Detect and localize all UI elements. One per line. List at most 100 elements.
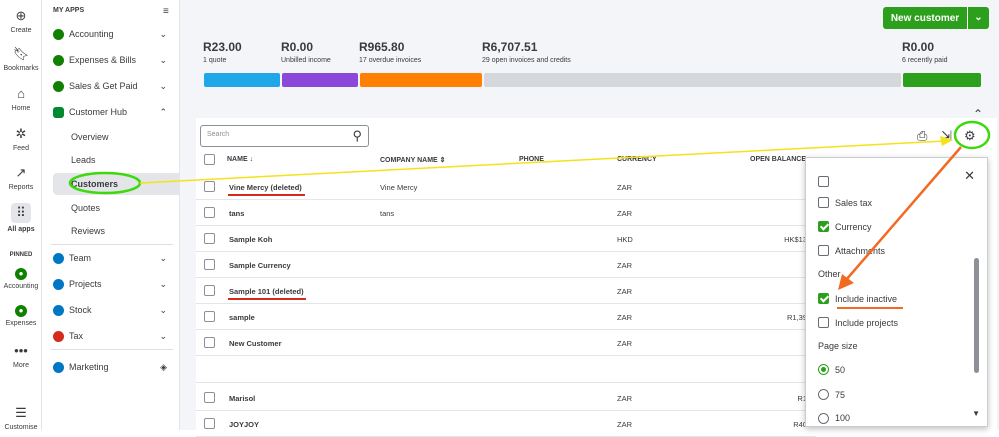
customer-name[interactable]: Marisol: [229, 394, 256, 403]
nav-accounting[interactable]: Accounting ⌄: [43, 23, 179, 45]
nav-expenses[interactable]: Expenses & Bills ⌄: [43, 49, 179, 71]
customer-name[interactable]: tans: [229, 209, 245, 218]
customer-name[interactable]: New Customer: [229, 339, 282, 348]
nav-sub-reviews[interactable]: Reviews: [71, 226, 106, 236]
rail-reports[interactable]: ↗ Reports: [8, 165, 34, 191]
table-row[interactable]: Sample 101 (deleted) ZAR: [196, 278, 816, 304]
row-checkbox[interactable]: [204, 181, 215, 192]
nav-tax[interactable]: Tax ⌄: [43, 325, 179, 347]
print-icon[interactable]: ⎙: [917, 128, 928, 143]
customer-name[interactable]: Vine Mercy (deleted): [229, 183, 302, 192]
customer-name[interactable]: sample: [229, 313, 255, 322]
stat-paid[interactable]: R0.00 6 recently paid: [902, 40, 948, 64]
option-include-inactive[interactable]: Include inactive: [818, 293, 897, 304]
search-input[interactable]: Search ⚲: [200, 125, 369, 147]
rail-home[interactable]: ⌂ Home: [11, 86, 31, 112]
chevron-down-icon[interactable]: ⌄: [967, 7, 989, 29]
table-row[interactable]: Sample Currency ZAR: [196, 252, 816, 278]
row-checkbox[interactable]: [204, 392, 215, 403]
nav-sub-quotes[interactable]: Quotes: [71, 203, 101, 213]
team-app-icon: [53, 252, 64, 264]
radio[interactable]: [818, 364, 829, 375]
checkbox[interactable]: [818, 317, 829, 328]
checkbox[interactable]: [818, 221, 829, 232]
page-size-50[interactable]: 50: [818, 364, 845, 375]
group-other-label: Other: [818, 269, 841, 279]
nav-sub-leads[interactable]: Leads: [71, 155, 96, 165]
stat-open[interactable]: R6,707.51 29 open invoices and credits: [482, 40, 571, 64]
bar-quotes[interactable]: [204, 73, 280, 87]
option-sales-tax[interactable]: Sales tax: [818, 197, 872, 208]
rail-more[interactable]: ••• More: [13, 343, 29, 369]
row-checkbox[interactable]: [204, 233, 215, 244]
table-row[interactable]: tans tans ZAR: [196, 200, 816, 226]
gear-icon[interactable]: ⚙: [964, 128, 976, 143]
rail-bookmarks[interactable]: 🔖︎ Bookmarks: [3, 46, 39, 72]
page-size-75[interactable]: 75: [818, 389, 845, 400]
bar-unbilled[interactable]: [282, 73, 358, 87]
rail-feed[interactable]: ✲ Feed: [13, 126, 29, 152]
checkbox[interactable]: [818, 176, 829, 187]
customer-name[interactable]: Sample 101 (deleted): [229, 287, 304, 296]
nav-marketing[interactable]: Marketing ◈: [43, 356, 179, 378]
stat-quotes[interactable]: R23.00 1 quote: [203, 40, 242, 64]
nav-stock[interactable]: Stock ⌄: [43, 299, 179, 321]
new-customer-button[interactable]: New customer ⌄: [883, 7, 989, 29]
select-all-checkbox[interactable]: [204, 154, 215, 165]
collapse-nav-icon[interactable]: ≡: [163, 6, 169, 17]
rail-all-apps[interactable]: ⠿ All apps: [7, 203, 35, 233]
customer-name[interactable]: JOYJOY: [229, 420, 260, 429]
table-row[interactable]: sample ZAR R1,39: [196, 304, 816, 330]
nav-team[interactable]: Team ⌄: [43, 247, 179, 269]
option-currency[interactable]: Currency: [818, 221, 872, 232]
col-header-company[interactable]: COMPANY NAME ⇕: [380, 157, 446, 164]
customer-name[interactable]: Sample Koh: [229, 235, 273, 244]
checkbox[interactable]: [818, 197, 829, 208]
bar-open[interactable]: [484, 73, 901, 87]
customer-name[interactable]: Sample Currency: [229, 261, 291, 270]
export-icon[interactable]: ⇲: [941, 128, 952, 143]
scroll-down-icon[interactable]: ▼: [972, 409, 980, 418]
rail-pinned-expenses[interactable]: ● Expenses: [5, 305, 37, 327]
bar-paid[interactable]: [903, 73, 981, 87]
col-header-phone[interactable]: PHONE: [519, 156, 544, 163]
col-header-name[interactable]: NAME ↓: [227, 156, 254, 163]
radio[interactable]: [818, 389, 829, 400]
table-row[interactable]: Marisol ZAR R1: [196, 385, 816, 411]
row-checkbox[interactable]: [204, 337, 215, 348]
nav-sales[interactable]: Sales & Get Paid ⌄: [43, 75, 179, 97]
page-size-100[interactable]: 100: [818, 412, 850, 424]
row-checkbox[interactable]: [204, 207, 215, 218]
stat-unbilled[interactable]: R0.00 Unbilled income: [281, 40, 331, 64]
nav-projects[interactable]: Projects ⌄: [43, 273, 179, 295]
table-row[interactable]: JOYJOY ZAR R40: [196, 411, 816, 437]
option-hidden-partial[interactable]: [818, 176, 835, 187]
option-include-projects[interactable]: Include projects: [818, 317, 898, 328]
popover-scrollbar[interactable]: [974, 258, 979, 373]
table-row[interactable]: New Customer ZAR: [196, 330, 816, 356]
table-row[interactable]: Vine Mercy (deleted) Vine Mercy ZAR: [196, 174, 816, 200]
bar-overdue[interactable]: [360, 73, 482, 87]
radio[interactable]: [818, 412, 829, 424]
close-icon[interactable]: ✕: [964, 168, 975, 183]
col-header-currency[interactable]: CURRENCY: [617, 156, 657, 163]
nav-customer-hub[interactable]: Customer Hub ⌃: [43, 101, 179, 123]
nav-sub-overview[interactable]: Overview: [71, 132, 109, 142]
checkbox[interactable]: [818, 245, 829, 256]
rail-create[interactable]: ⊕ Create: [10, 8, 32, 34]
row-checkbox[interactable]: [204, 418, 215, 429]
search-icon[interactable]: ⚲: [352, 128, 362, 143]
option-attachments[interactable]: Attachments: [818, 245, 885, 256]
rail-customize[interactable]: ☰ Customise: [4, 405, 38, 431]
table-row[interactable]: Sample Koh HKD HK$13: [196, 226, 816, 252]
col-header-balance[interactable]: OPEN BALANCE: [750, 156, 807, 163]
row-checkbox[interactable]: [204, 259, 215, 270]
rail-pinned-accounting[interactable]: ● Accounting: [3, 268, 39, 290]
chevron-up-icon[interactable]: ⌃: [972, 107, 983, 121]
checkbox[interactable]: [818, 293, 829, 304]
company-name: Vine Mercy: [380, 183, 418, 192]
marketing-app-icon: [53, 361, 64, 373]
stat-overdue[interactable]: R965.80 17 overdue invoices: [359, 40, 422, 64]
row-checkbox[interactable]: [204, 311, 215, 322]
row-checkbox[interactable]: [204, 285, 215, 296]
